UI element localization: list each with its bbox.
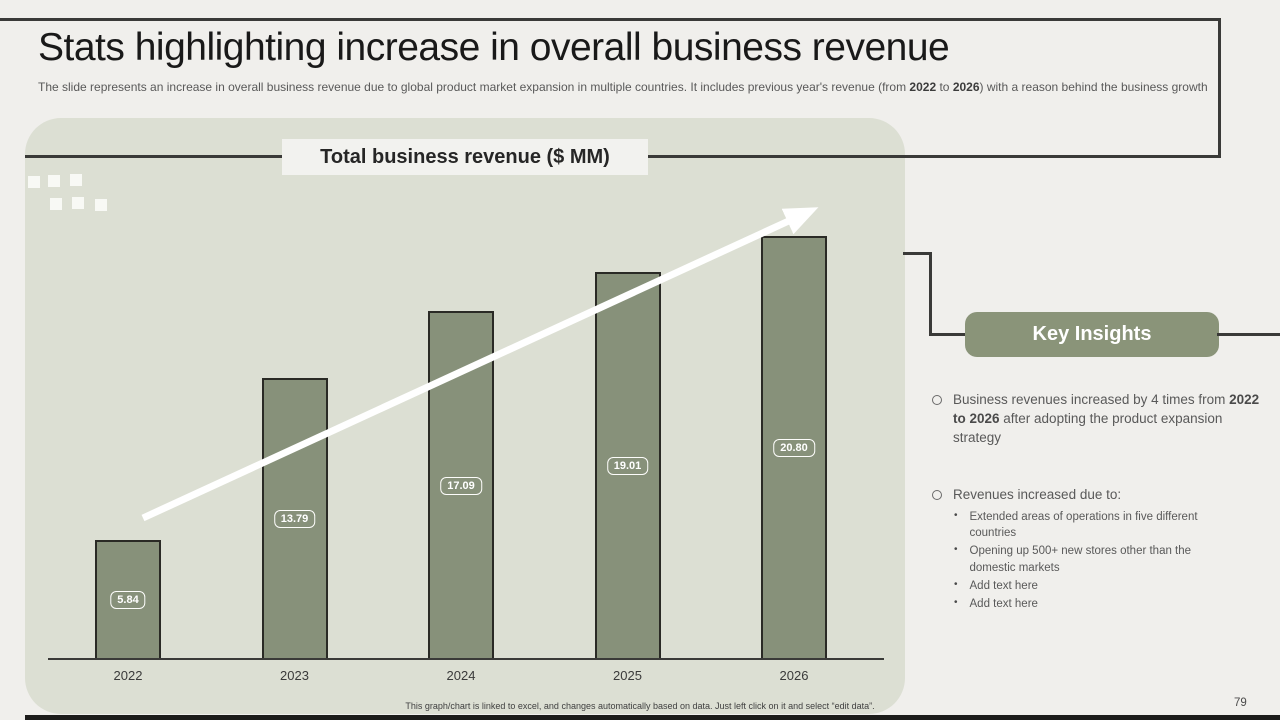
insights-connector-vertical [929, 252, 932, 336]
subtitle-end: ) with a reason behind the business grow… [979, 80, 1208, 94]
page-subtitle: The slide represents an increase in over… [38, 80, 1218, 94]
dot-bullet-icon: • [954, 509, 958, 521]
dot-bullet-icon: • [954, 578, 958, 590]
top-rule-vertical [1218, 18, 1221, 158]
bar-value-label-2026: 20.80 [773, 439, 815, 457]
insight-bullet-2: Revenues increased due to: [932, 485, 1262, 504]
dot-bullet-icon: • [954, 544, 958, 556]
insights-connector [903, 252, 932, 255]
deco-square [48, 175, 60, 187]
sub-bullet-item-3: • Add text here [954, 578, 1219, 594]
chart-title: Total business revenue ($ MM) [282, 139, 648, 175]
deco-square [95, 199, 107, 211]
insights-connector [929, 333, 967, 336]
subtitle-mid: to [936, 80, 953, 94]
deco-square [70, 174, 82, 186]
circle-bullet-icon [932, 490, 942, 501]
page-number: 79 [1234, 697, 1247, 709]
bar-value-label-2024: 17.09 [440, 476, 482, 495]
page-title: Stats highlighting increase in overall b… [38, 26, 950, 69]
x-tick-2025: 2025 [613, 668, 642, 683]
x-tick-2022: 2022 [113, 668, 143, 683]
bar-2022 [95, 540, 161, 658]
bullet1-pre: Business revenues increased by 4 times f… [953, 392, 1230, 407]
insight-bullet-1: Business revenues increased by 4 times f… [932, 390, 1262, 447]
sub-bullet-list: • Extended areas of operations in five di… [954, 509, 1219, 613]
x-tick-2023: 2023 [280, 668, 309, 683]
bar-value-label-2025: 19.01 [606, 457, 649, 475]
x-tick-2024: 2024 [446, 668, 476, 683]
bullet1-post: after adopting the product expansion str… [953, 411, 1223, 446]
footer-note: This graph/chart is linked to excel, and… [405, 701, 875, 711]
deco-square [50, 198, 62, 210]
circle-bullet-icon [932, 395, 942, 405]
subtitle-bold-start-year: 2022 [909, 80, 937, 94]
insights-connector-right [1217, 333, 1280, 336]
dot-bullet-icon: • [954, 597, 958, 609]
insights-list: Business revenues increased by 4 times f… [932, 390, 1262, 613]
x-tick-2026: 2026 [779, 668, 809, 683]
subtitle-bold-end-year: 2026 [952, 80, 980, 94]
sub-bullet-text: Add text here [969, 598, 1038, 611]
bottom-bar [25, 715, 1280, 720]
plot-area: 5.84 2022 13.79 2023 17.09 2024 19.01 2025 20.80… [48, 225, 884, 683]
bullet1-bold-range: 2022 to 2026 [953, 392, 1260, 427]
subtitle-text: The slide represents an increase in over… [38, 80, 910, 94]
top-rule [0, 18, 1221, 21]
sub-bullet-text: Extended areas of operations in five dif… [969, 510, 1198, 539]
sub-bullet-item-2: • Opening up 500+ new stores other than t… [954, 543, 1219, 576]
bar-value-label-2022: 5.84 [110, 591, 146, 609]
sub-bullet-text: Opening up 500+ new stores other than th… [969, 545, 1192, 574]
sub-bullet-item-1: • Extended areas of operations in five di… [954, 509, 1219, 542]
sub-bullet-item-4: • Add text here [954, 596, 1219, 612]
insight-bullet-2-text: Revenues increased due to: [953, 487, 1122, 503]
deco-square [72, 197, 84, 209]
insight-bullet-1-text: Business revenues increased by 4 times f… [953, 390, 1262, 447]
key-insights-badge: Key Insights [965, 312, 1219, 357]
sub-bullet-text: Add text here [969, 579, 1038, 592]
bar-value-label-2023: 13.79 [273, 510, 316, 528]
deco-square [28, 176, 40, 188]
